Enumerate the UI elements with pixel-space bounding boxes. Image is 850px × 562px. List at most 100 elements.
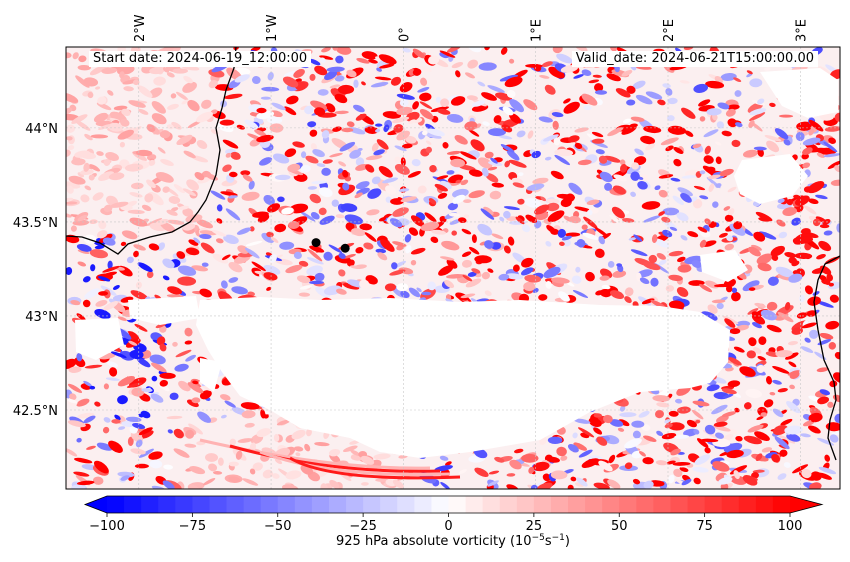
vorticity-cell [135, 439, 143, 448]
vorticity-cell [563, 239, 571, 247]
vorticity-cell [173, 448, 190, 458]
vorticity-cell [545, 240, 552, 247]
vorticity-cell [354, 192, 363, 199]
vorticity-cell [417, 185, 427, 194]
vorticity-cell [556, 53, 573, 64]
vorticity-cell [396, 93, 415, 100]
vorticity-map [66, 47, 840, 489]
vorticity-cell [307, 121, 317, 128]
vorticity-cell [512, 264, 520, 272]
vorticity-cell [612, 185, 626, 195]
vorticity-cell [84, 364, 103, 369]
vorticity-cell [819, 224, 830, 229]
vorticity-cell [819, 332, 834, 340]
colorbar-segment [260, 496, 279, 513]
vorticity-cell [717, 102, 730, 110]
vorticity-cell [808, 198, 819, 205]
vorticity-cell [491, 182, 504, 188]
vorticity-cell [669, 226, 678, 231]
vorticity-cell [199, 288, 212, 298]
vorticity-cell [309, 73, 316, 81]
vorticity-cell [638, 410, 650, 418]
vorticity-cell [419, 101, 433, 110]
vorticity-cell [551, 112, 564, 118]
vorticity-cell [503, 245, 511, 254]
vorticity-cell [499, 216, 505, 222]
vorticity-cell [829, 380, 838, 388]
vorticity-cell [594, 227, 609, 237]
vorticity-cell [182, 81, 197, 93]
vorticity-cell [309, 129, 318, 137]
vorticity-cell [172, 68, 188, 74]
vorticity-cell [318, 207, 327, 216]
vorticity-cell [134, 463, 149, 469]
vorticity-cell [149, 354, 166, 365]
vorticity-cell [608, 454, 616, 464]
vorticity-cell [310, 212, 320, 220]
vorticity-cell [170, 207, 179, 212]
vorticity-cell [817, 472, 832, 480]
vorticity-cell [374, 76, 392, 81]
vorticity-cell [467, 59, 479, 69]
vorticity-cell [497, 134, 513, 140]
vorticity-cell [705, 80, 725, 89]
vorticity-cell [777, 473, 787, 480]
vorticity-cell [66, 107, 73, 115]
vorticity-cell [162, 67, 170, 73]
vorticity-cell [683, 47, 694, 51]
vorticity-cell [767, 276, 779, 286]
vorticity-cell [172, 341, 178, 347]
vorticity-cell [378, 166, 393, 178]
vorticity-cell [392, 116, 410, 124]
vorticity-cell [437, 192, 448, 199]
vorticity-cell [778, 114, 794, 118]
vorticity-cell [458, 469, 467, 475]
vorticity-cell [718, 232, 728, 238]
vorticity-cell [451, 62, 464, 69]
vorticity-cell [440, 256, 455, 261]
vorticity-cell [131, 387, 145, 397]
vorticity-cell [554, 154, 570, 166]
vorticity-cell [151, 113, 167, 125]
colorbar-segment [311, 496, 330, 513]
vorticity-cell [123, 86, 134, 92]
vorticity-cell [199, 233, 212, 240]
vorticity-cell [92, 192, 104, 201]
vorticity-cell [704, 218, 711, 225]
vorticity-cell [823, 141, 838, 153]
vorticity-cell [98, 124, 111, 131]
vorticity-band [289, 456, 461, 480]
vorticity-cell [746, 73, 753, 78]
vorticity-cell [477, 223, 493, 236]
vorticity-cell [702, 240, 717, 247]
vorticity-cell [777, 311, 794, 323]
mediterranean-coastline [813, 255, 840, 461]
vorticity-cell [692, 198, 703, 209]
vorticity-cell [66, 136, 73, 141]
vorticity-cell [697, 226, 708, 233]
vorticity-cell [137, 357, 151, 368]
station-marker [311, 238, 321, 248]
vorticity-cell [241, 191, 260, 201]
vorticity-cell [177, 265, 197, 276]
vorticity-cell [587, 209, 593, 216]
vorticity-cell [546, 456, 560, 463]
vorticity-cell [560, 198, 572, 208]
vorticity-cell [778, 231, 788, 239]
vorticity-cell [205, 453, 218, 462]
vorticity-cell [698, 99, 711, 107]
colorbar-segment [277, 496, 296, 513]
vorticity-cell [463, 199, 472, 204]
vorticity-cell [392, 479, 404, 489]
vorticity-cell [215, 238, 224, 244]
vorticity-cell [402, 47, 411, 53]
vorticity-cell [249, 226, 255, 232]
vorticity-cell [804, 337, 811, 343]
vorticity-cell [622, 218, 635, 223]
vorticity-cell [83, 380, 93, 387]
vorticity-cell [307, 186, 318, 190]
vorticity-cell [637, 181, 648, 190]
vorticity-cell [146, 124, 156, 132]
vorticity-cell [334, 75, 345, 82]
vorticity-cell [98, 220, 107, 230]
